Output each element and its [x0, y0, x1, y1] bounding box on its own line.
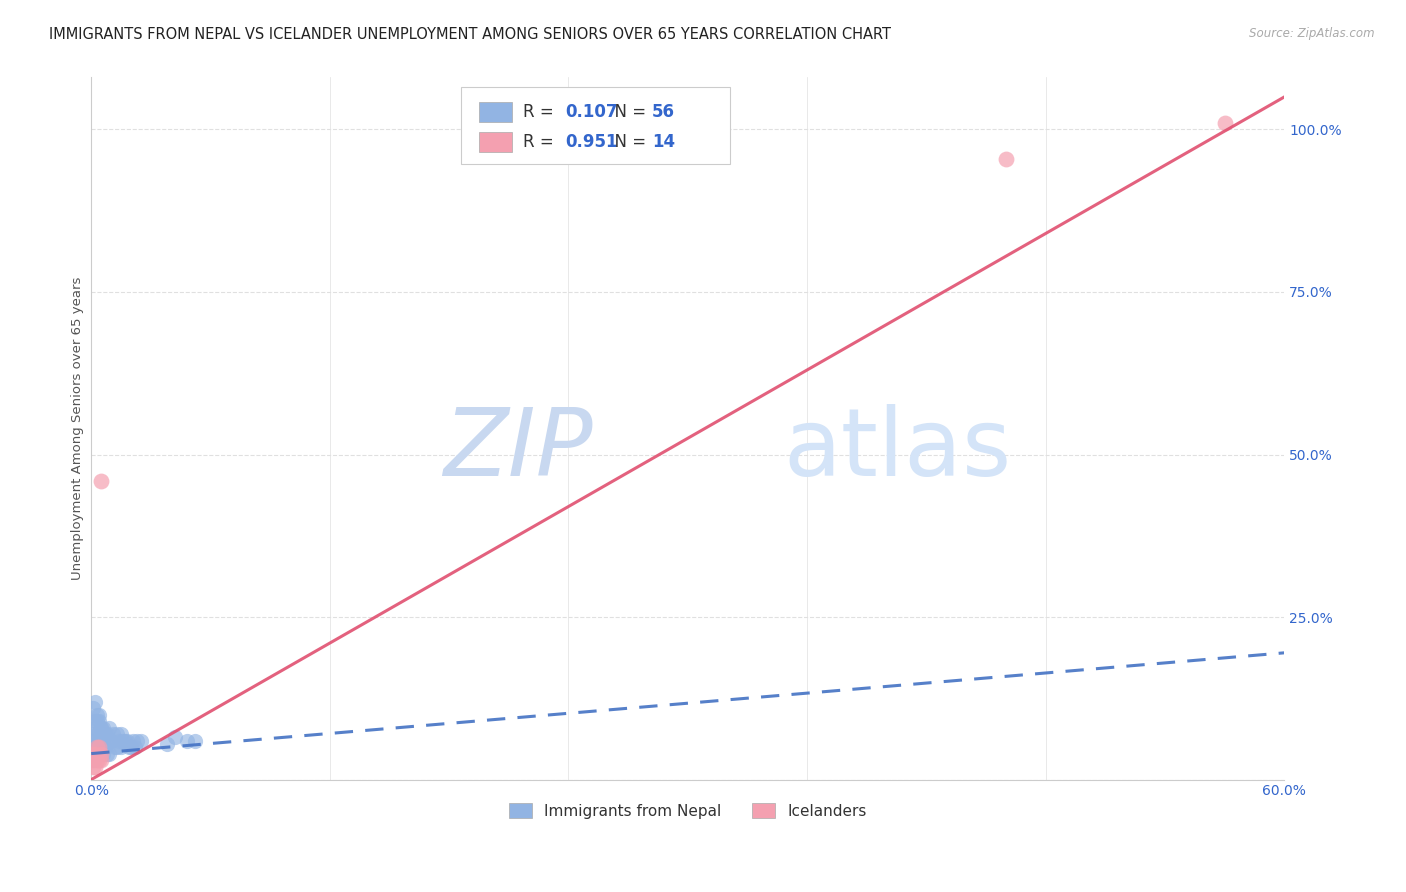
- Point: [96, 727, 118, 741]
- Point: [98, 721, 121, 735]
- Point: [125, 733, 148, 747]
- Point: [89, 707, 111, 722]
- FancyBboxPatch shape: [479, 102, 512, 121]
- Point: [124, 740, 146, 755]
- Point: [110, 740, 132, 755]
- Point: [90, 474, 112, 488]
- Text: atlas: atlas: [783, 403, 1011, 496]
- Point: [89, 727, 111, 741]
- Point: [82, 753, 104, 767]
- Point: [90, 721, 112, 735]
- Text: IMMIGRANTS FROM NEPAL VS ICELANDER UNEMPLOYMENT AMONG SENIORS OVER 65 YEARS CORR: IMMIGRANTS FROM NEPAL VS ICELANDER UNEMP…: [49, 27, 891, 42]
- Point: [89, 733, 111, 747]
- Point: [90, 747, 112, 761]
- Point: [82, 747, 104, 761]
- Point: [108, 733, 131, 747]
- Point: [82, 733, 104, 747]
- Point: [84, 747, 107, 761]
- Text: Source: ZipAtlas.com: Source: ZipAtlas.com: [1250, 27, 1375, 40]
- Text: ZIP: ZIP: [443, 404, 592, 495]
- Point: [91, 733, 114, 747]
- Point: [100, 733, 122, 747]
- Point: [118, 740, 141, 755]
- Point: [84, 747, 107, 761]
- Point: [86, 747, 108, 761]
- Point: [115, 733, 138, 747]
- Point: [90, 753, 112, 767]
- FancyBboxPatch shape: [479, 132, 512, 152]
- Point: [122, 733, 145, 747]
- Point: [84, 759, 107, 773]
- Point: [86, 714, 108, 728]
- Point: [89, 747, 111, 761]
- Text: 0.951: 0.951: [565, 133, 617, 151]
- Point: [994, 152, 1017, 166]
- Point: [176, 733, 198, 747]
- Point: [86, 727, 108, 741]
- Point: [86, 740, 108, 755]
- Point: [82, 753, 104, 767]
- Point: [163, 731, 186, 745]
- Point: [105, 727, 128, 741]
- Text: 0.107: 0.107: [565, 103, 617, 120]
- Point: [101, 727, 124, 741]
- Point: [96, 747, 118, 761]
- Point: [183, 733, 205, 747]
- FancyBboxPatch shape: [461, 87, 730, 164]
- Point: [1213, 116, 1236, 130]
- Point: [105, 740, 128, 755]
- Point: [82, 740, 104, 755]
- Point: [89, 714, 111, 728]
- Point: [98, 747, 121, 761]
- Point: [91, 721, 114, 735]
- Point: [82, 727, 104, 741]
- Point: [129, 733, 152, 747]
- Point: [84, 740, 107, 755]
- Point: [91, 747, 114, 761]
- Point: [82, 747, 104, 761]
- Point: [86, 707, 108, 722]
- Point: [156, 737, 179, 751]
- Text: N =: N =: [605, 103, 651, 120]
- Point: [94, 740, 117, 755]
- Point: [120, 740, 142, 755]
- Point: [82, 701, 104, 715]
- Point: [104, 740, 127, 755]
- Point: [90, 733, 112, 747]
- Point: [94, 727, 117, 741]
- Legend: Immigrants from Nepal, Icelanders: Immigrants from Nepal, Icelanders: [503, 797, 873, 824]
- Point: [90, 747, 112, 761]
- Y-axis label: Unemployment Among Seniors over 65 years: Unemployment Among Seniors over 65 years: [72, 277, 84, 580]
- Point: [89, 753, 111, 767]
- Text: 14: 14: [652, 133, 675, 151]
- Point: [86, 753, 108, 767]
- Point: [89, 740, 111, 755]
- Point: [84, 695, 107, 709]
- Point: [84, 714, 107, 728]
- Text: R =: R =: [523, 103, 560, 120]
- Point: [84, 721, 107, 735]
- Point: [114, 733, 136, 747]
- Text: R =: R =: [523, 133, 560, 151]
- Point: [111, 733, 134, 747]
- Point: [90, 721, 112, 735]
- Point: [82, 759, 104, 773]
- Text: 56: 56: [652, 103, 675, 120]
- Text: N =: N =: [605, 133, 651, 151]
- Point: [98, 733, 121, 747]
- Point: [110, 727, 132, 741]
- Point: [86, 740, 108, 755]
